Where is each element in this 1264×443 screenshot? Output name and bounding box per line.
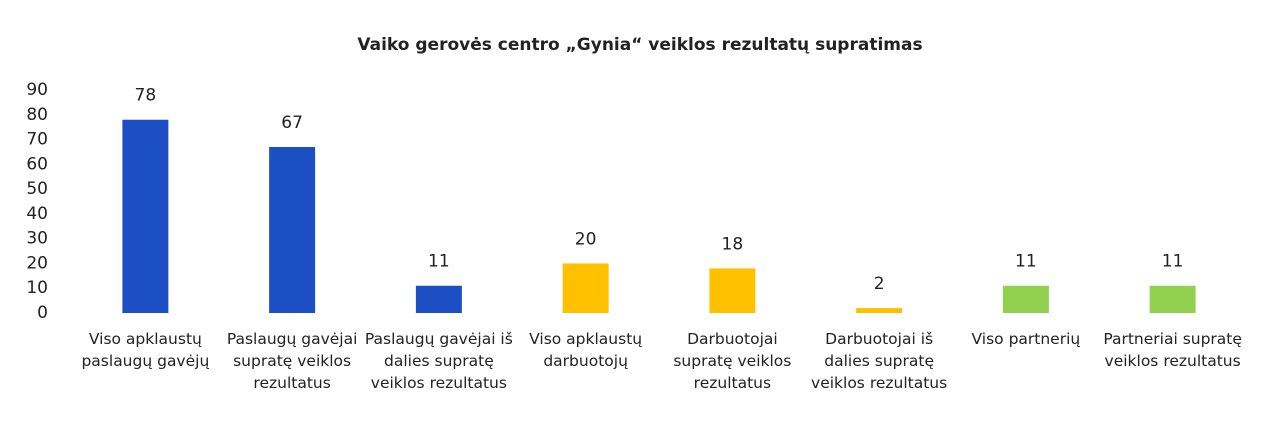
bar bbox=[856, 308, 903, 313]
y-tick-label: 80 bbox=[26, 105, 48, 125]
y-tick-label: 60 bbox=[26, 154, 48, 174]
value-label: 11 bbox=[1162, 252, 1184, 272]
y-tick-label: 10 bbox=[26, 278, 48, 298]
x-tick-label: Partneriai supratę veiklos rezultatus bbox=[1103, 330, 1242, 370]
value-label: 2 bbox=[874, 274, 885, 294]
y-tick-label: 30 bbox=[26, 229, 48, 249]
value-label: 18 bbox=[722, 234, 744, 254]
bar bbox=[709, 268, 756, 313]
bar bbox=[122, 119, 169, 313]
value-label: 11 bbox=[1015, 252, 1037, 272]
y-tick-label: 50 bbox=[26, 179, 48, 199]
bar bbox=[415, 285, 462, 313]
y-tick-label: 90 bbox=[26, 80, 48, 100]
bar bbox=[1002, 285, 1049, 313]
value-label: 67 bbox=[281, 113, 303, 133]
y-tick-label: 20 bbox=[26, 253, 48, 273]
y-tick-label: 40 bbox=[26, 204, 48, 224]
x-tick-label: Darbuotojai supratę veiklos rezultatus bbox=[673, 330, 792, 392]
x-tick-label: Viso apklaustų darbuotojų bbox=[529, 330, 643, 370]
bar bbox=[1149, 285, 1196, 313]
value-label: 78 bbox=[135, 86, 157, 106]
bar bbox=[562, 263, 609, 313]
chart-title: Vaiko gerovės centro „Gynia“ veiklos rez… bbox=[357, 35, 922, 55]
value-label: 20 bbox=[575, 229, 597, 249]
value-label: 11 bbox=[428, 252, 450, 272]
y-tick-label: 70 bbox=[26, 130, 48, 150]
x-tick-label: Viso partnerių bbox=[971, 330, 1081, 348]
x-tick-label: Darbuotojai iš dalies supratę veiklos re… bbox=[811, 330, 948, 392]
bar bbox=[269, 146, 316, 313]
x-tick-label: Paslaugų gavėjai iš dalies supratę veikl… bbox=[364, 330, 513, 392]
x-tick-label: Paslaugų gavėjai supratę veiklos rezulta… bbox=[226, 330, 358, 392]
x-tick-label: Viso apklaustų paslaugų gavėjų bbox=[81, 330, 210, 370]
y-tick-label: 0 bbox=[37, 303, 48, 323]
